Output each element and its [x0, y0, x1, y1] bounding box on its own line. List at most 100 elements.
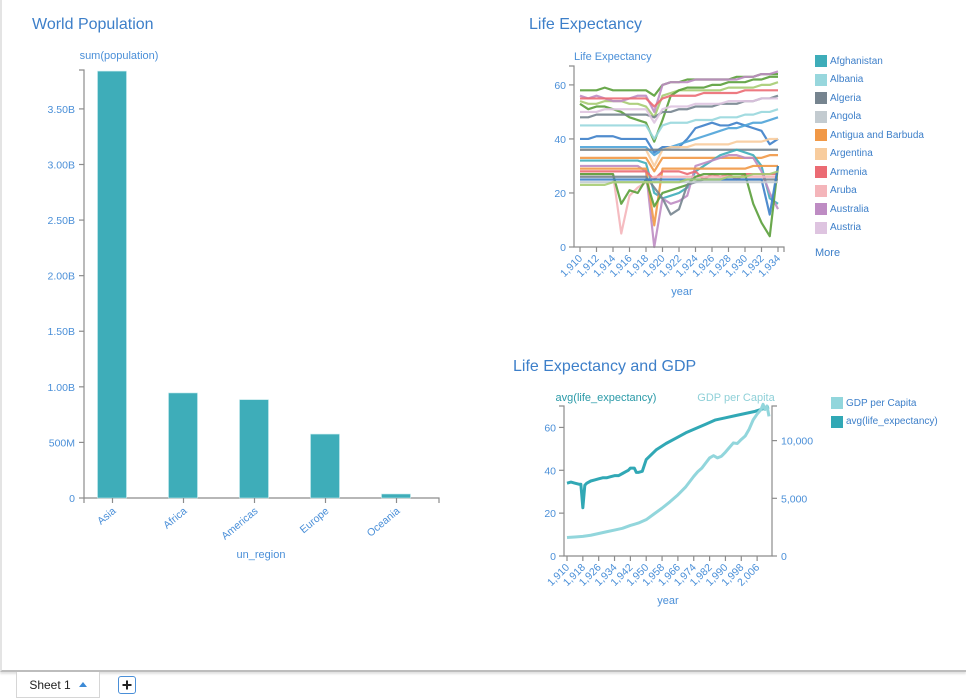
series-line: [580, 108, 779, 141]
left-y-tick-label: 20: [544, 508, 556, 520]
legend-item[interactable]: Australia: [815, 200, 924, 219]
series-line: [580, 89, 778, 108]
life-expectancy-title: Life Expectancy: [529, 16, 642, 33]
legend-label: Angola: [830, 111, 862, 123]
left-y-tick-label: 0: [550, 551, 556, 563]
legend-label: Australia: [830, 203, 869, 215]
legend-swatch: [815, 92, 827, 105]
gdp-line: [566, 402, 771, 540]
right-y-tick-label: 0: [781, 551, 787, 563]
axis-lines: [559, 405, 777, 557]
legend-swatch: [815, 147, 827, 160]
y-tick-label: 0: [560, 242, 566, 254]
y-tick-label: 60: [554, 80, 566, 92]
series-line: [580, 165, 780, 216]
x-tick-label: Americas: [219, 505, 260, 542]
bar: [310, 433, 340, 499]
legend-swatch: [831, 415, 843, 428]
legend-item[interactable]: Argentina: [815, 145, 924, 164]
x-tick-label: Europe: [298, 505, 332, 536]
x-axis-title: year: [671, 286, 693, 298]
x-tick-label: Africa: [161, 505, 189, 532]
legend-label: Algeria: [830, 92, 862, 104]
caret-up-icon[interactable]: [78, 682, 87, 687]
series-line: [580, 154, 779, 249]
left-y-tick-label: 40: [544, 465, 556, 477]
life-gdp-chart: avg(life_expectancy) GDP per Capita 0 20 40 6…: [544, 392, 813, 607]
left-y-tick-label: 60: [544, 422, 556, 434]
y-tick-label: 2.50B: [48, 215, 75, 227]
legend-item[interactable]: Aruba: [815, 182, 924, 201]
axis-lines: [569, 65, 785, 252]
y-tick-label: 0: [69, 493, 75, 505]
legend-item[interactable]: Antigua and Barbuda: [815, 126, 924, 145]
legend-label: Aruba: [830, 185, 857, 197]
y-tick-label: 20: [554, 188, 566, 200]
legend-swatch: [815, 129, 827, 142]
bar: [168, 392, 198, 499]
legend-swatch: [831, 397, 843, 410]
sheet-tab-bar: Sheet 1: [16, 672, 136, 698]
world-population-title: World Population: [32, 16, 154, 33]
y-tick-label: 500M: [49, 437, 75, 449]
right-y-tick-label: 10,000: [781, 436, 813, 448]
legend-swatch: [815, 203, 827, 216]
legend-swatch: [815, 221, 827, 234]
legend-label: Armenia: [830, 166, 868, 178]
bar: [239, 399, 269, 499]
legend-item[interactable]: Albania: [815, 71, 924, 90]
series-group: [579, 70, 780, 249]
y-axis-title: sum(population): [80, 50, 159, 62]
y-tick-label: 1.00B: [48, 382, 75, 394]
legend-label: Austria: [830, 222, 862, 234]
legend-label: Afghanistan: [830, 55, 883, 67]
left-axis-title: avg(life_expectancy): [556, 392, 657, 404]
series-line: [580, 165, 780, 238]
legend-swatch: [815, 110, 827, 123]
y-tick-label: 40: [554, 134, 566, 146]
add-sheet-button[interactable]: [118, 676, 136, 694]
legend-item[interactable]: Afghanistan: [815, 52, 924, 71]
life-gdp-title: Life Expectancy and GDP: [513, 358, 697, 375]
dashboard-canvas: World Population sum(population) 0 500M 1.0…: [0, 0, 966, 672]
sheet-tab-label: Sheet 1: [29, 677, 71, 692]
legend-swatch: [815, 73, 827, 86]
y-tick-label: 3.50B: [48, 104, 75, 116]
series-line: [580, 116, 779, 157]
right-axis-title: GDP per Capita: [697, 392, 775, 404]
x-tick-label: Oceania: [365, 505, 403, 539]
legend-label: avg(life_expectancy): [846, 416, 938, 428]
legend-more-link[interactable]: More: [815, 247, 841, 259]
life-expectancy-legend: Afghanistan Albania Algeria Angola Antigua a…: [815, 52, 924, 259]
series-line: [580, 148, 779, 205]
x-tick-label: Asia: [95, 505, 118, 527]
life-expectancy-line: [566, 405, 770, 510]
y-tick-label: 1.50B: [48, 326, 75, 338]
right-y-tick-label: 5,000: [781, 493, 807, 505]
x-axis-title: un_region: [237, 549, 286, 561]
bar: [97, 70, 127, 499]
y-axis-title: Life Expectancy: [574, 51, 652, 63]
legend-label: Argentina: [830, 148, 873, 160]
y-tick-label: 3.00B: [48, 159, 75, 171]
life-gdp-legend: GDP per Capita avg(life_expectancy): [831, 394, 938, 431]
y-tick-label: 2.00B: [48, 271, 75, 283]
legend-label: Albania: [830, 74, 864, 86]
legend-item[interactable]: avg(life_expectancy): [831, 413, 938, 432]
x-axis-title: year: [657, 595, 679, 607]
legend-item[interactable]: Austria: [815, 219, 924, 238]
bar: [381, 493, 411, 499]
plus-icon: [122, 680, 132, 690]
legend-item[interactable]: Armenia: [815, 163, 924, 182]
series-line: [580, 97, 778, 124]
legend-item[interactable]: Algeria: [815, 89, 924, 108]
legend-swatch: [815, 55, 827, 68]
legend-item[interactable]: GDP per Capita: [831, 394, 938, 413]
sheet-tab-1[interactable]: Sheet 1: [16, 672, 100, 698]
legend-swatch: [815, 184, 827, 197]
legend-item[interactable]: Angola: [815, 108, 924, 127]
life-expectancy-chart: Life Expectancy02040601,9101,9121,9141,9…: [554, 51, 785, 298]
legend-label: Antigua and Barbuda: [830, 129, 924, 141]
world-population-chart: sum(population) 0 500M 1.00B 1.50B 2.00B 2.50B…: [48, 50, 440, 561]
legend-label: GDP per Capita: [846, 397, 917, 409]
